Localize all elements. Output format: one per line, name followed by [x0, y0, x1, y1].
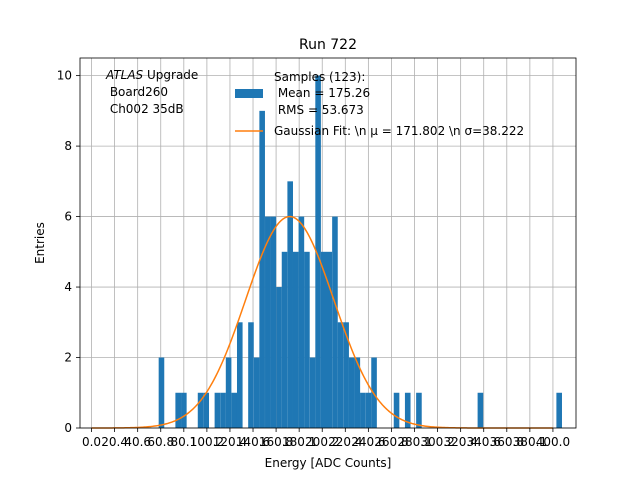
x-tick-label: 60.8	[147, 435, 174, 449]
histogram-bar	[265, 216, 271, 428]
y-axis-ticks: 0 2 4 6 8 10	[57, 69, 80, 435]
histogram-bar	[292, 251, 299, 428]
histogram-bar	[276, 287, 282, 428]
x-tick-label: 40.6	[124, 435, 151, 449]
histogram-bar	[556, 392, 562, 428]
histogram-bar	[214, 392, 221, 428]
legend-patch-samples	[235, 89, 263, 98]
histogram-bar	[337, 322, 344, 428]
y-tick-label: 4	[64, 280, 72, 294]
x-tick-label: 140.6	[236, 435, 270, 449]
x-axis-label: Energy [ADC Counts]	[265, 456, 392, 470]
annotation-atlas: ATLAS	[105, 68, 144, 82]
legend-samples-line-3: RMS = 53.673	[274, 103, 364, 117]
y-tick-label: 0	[64, 421, 72, 435]
histogram-bar	[360, 392, 366, 428]
x-axis-ticks: 0.0 20.440.660.880.1100.2120.4140.6160.81…	[82, 428, 570, 449]
histogram-bar	[287, 181, 293, 428]
x-tick-label: 240.6	[351, 435, 385, 449]
x-tick-label: 340.6	[467, 435, 501, 449]
x-tick-label: 120.4	[213, 435, 247, 449]
histogram-bar	[281, 251, 288, 428]
histogram-bar	[197, 392, 204, 428]
histogram-bar	[175, 392, 181, 428]
annotation-line-3: Ch002 35dB	[106, 102, 184, 116]
histogram-bar	[320, 251, 327, 428]
x-tick-label: 220.4	[328, 435, 362, 449]
x-tick-label: 260.8	[374, 435, 408, 449]
histogram-bar	[225, 357, 232, 428]
x-tick-label: 180.1	[282, 435, 316, 449]
histogram-bar	[231, 392, 238, 428]
histogram-bar	[158, 357, 165, 428]
x-tick-label: 360.8	[490, 435, 524, 449]
histogram-bar	[477, 392, 484, 428]
plot-frame	[79, 57, 577, 429]
legend-samples-line-1: Samples (123):	[274, 70, 365, 84]
histogram-bar	[203, 392, 210, 428]
legend-fit-label: Gaussian Fit: \n μ = 171.802 \n σ=38.222	[274, 124, 524, 138]
histogram-bar	[270, 216, 277, 428]
y-tick-label: 6	[64, 210, 72, 224]
legend: Samples (123): Mean = 175.26 RMS = 53.67…	[235, 70, 524, 138]
x-tick-label: 80.1	[170, 435, 197, 449]
histogram-bar	[365, 392, 372, 428]
annotation-line-2: Board260	[106, 85, 168, 99]
histogram-bar	[236, 322, 243, 428]
atlas-annotation: ATLAS Upgrade Board260 Ch002 35dB	[105, 68, 198, 116]
histogram-bar	[332, 216, 338, 428]
annotation-line-1: ATLAS Upgrade	[105, 68, 198, 82]
histogram-bar	[259, 110, 265, 428]
x-tick-label: 400.0	[536, 435, 570, 449]
x-tick-label: 300.2	[420, 435, 454, 449]
x-tick-label: 20.4	[101, 435, 128, 449]
histogram-bar	[220, 392, 226, 428]
histogram-bar	[416, 392, 422, 428]
x-tick-label: 320.4	[443, 435, 477, 449]
histogram-bar	[326, 251, 333, 428]
histogram-bar	[181, 392, 187, 428]
y-tick-label: 10	[57, 69, 72, 83]
x-tick-label: 380.1	[513, 435, 547, 449]
histogram-bar	[404, 392, 411, 428]
histogram-bar	[315, 75, 321, 428]
x-tick-label: 0.0	[82, 435, 101, 449]
y-tick-label: 8	[64, 139, 72, 153]
histogram-bar	[393, 392, 400, 428]
histogram-bar	[309, 357, 316, 428]
histogram-bar	[354, 357, 361, 428]
chart-title: Run 722	[299, 37, 357, 53]
x-tick-label: 280.1	[397, 435, 431, 449]
x-tick-label: 160.8	[259, 435, 293, 449]
histogram-bar	[348, 357, 355, 428]
histogram-bar	[304, 251, 310, 428]
histogram-bar	[298, 216, 305, 428]
x-tick-label: 100.2	[190, 435, 224, 449]
histogram-bar	[248, 322, 254, 428]
histogram-bar	[253, 357, 260, 428]
annotation-upgrade: Upgrade	[143, 68, 198, 82]
y-tick-label: 2	[64, 351, 72, 365]
x-tick-label: 200.2	[305, 435, 339, 449]
y-axis-label: Entries	[33, 222, 47, 264]
histogram-bar	[343, 322, 349, 428]
legend-samples-line-2: Mean = 175.26	[274, 86, 370, 100]
